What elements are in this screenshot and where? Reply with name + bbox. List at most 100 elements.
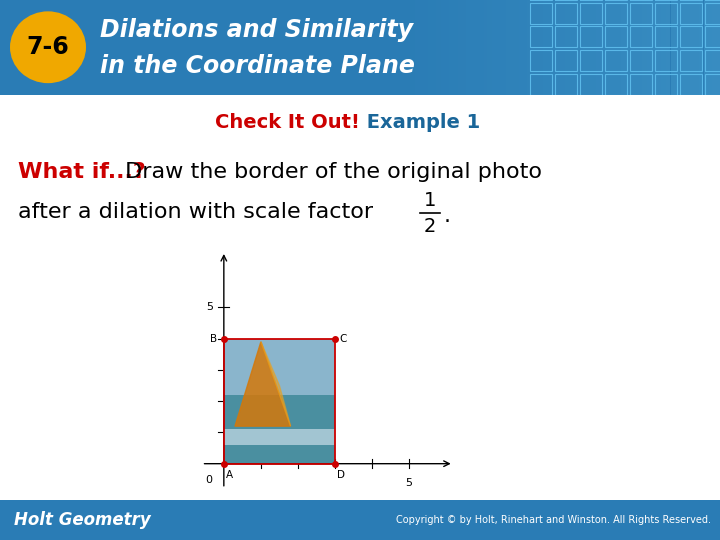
Bar bbox=[670, 0, 672, 94]
Bar bbox=[637, 0, 639, 94]
Bar bbox=[609, 0, 611, 94]
Bar bbox=[593, 0, 595, 94]
Bar bbox=[555, 50, 577, 71]
Bar bbox=[585, 0, 586, 94]
Bar bbox=[224, 395, 335, 464]
Bar bbox=[449, 0, 451, 94]
Bar bbox=[674, 0, 675, 94]
Bar bbox=[639, 0, 641, 94]
Bar bbox=[546, 0, 549, 94]
Text: What if...?: What if...? bbox=[18, 163, 145, 183]
Bar bbox=[530, 3, 552, 24]
Text: .: . bbox=[444, 206, 451, 226]
Bar bbox=[591, 0, 593, 94]
Bar bbox=[521, 0, 522, 94]
Bar bbox=[403, 0, 405, 94]
Bar bbox=[705, 73, 720, 94]
Bar bbox=[467, 0, 469, 94]
Bar bbox=[563, 0, 565, 94]
Bar bbox=[438, 0, 439, 94]
Bar bbox=[708, 0, 710, 94]
Bar bbox=[702, 0, 703, 94]
Bar bbox=[577, 0, 578, 94]
Bar bbox=[476, 0, 477, 94]
Bar bbox=[463, 0, 464, 94]
Bar bbox=[657, 0, 659, 94]
Bar bbox=[464, 0, 466, 94]
Bar bbox=[642, 0, 644, 94]
Bar bbox=[530, 73, 552, 94]
Bar bbox=[555, 26, 577, 47]
Bar bbox=[573, 0, 575, 94]
Bar bbox=[646, 0, 647, 94]
Bar bbox=[572, 0, 573, 94]
Bar bbox=[426, 0, 428, 94]
Bar bbox=[703, 0, 705, 94]
Bar bbox=[456, 0, 458, 94]
Bar bbox=[688, 0, 690, 94]
Bar bbox=[680, 0, 682, 94]
Bar bbox=[687, 0, 688, 94]
Bar bbox=[557, 0, 558, 94]
Bar bbox=[714, 0, 715, 94]
Bar bbox=[484, 0, 486, 94]
Bar bbox=[719, 0, 720, 94]
Bar bbox=[541, 0, 544, 94]
Text: 0: 0 bbox=[206, 475, 212, 484]
Bar bbox=[623, 0, 624, 94]
Bar bbox=[530, 0, 532, 94]
Bar bbox=[453, 0, 454, 94]
Bar bbox=[605, 0, 606, 94]
Bar bbox=[516, 0, 517, 94]
Bar bbox=[586, 0, 588, 94]
Bar bbox=[418, 0, 420, 94]
Bar bbox=[631, 0, 633, 94]
Bar bbox=[601, 0, 603, 94]
Bar bbox=[578, 0, 580, 94]
Polygon shape bbox=[235, 342, 291, 426]
Bar bbox=[680, 73, 702, 94]
Bar bbox=[224, 429, 335, 445]
Bar bbox=[619, 0, 621, 94]
Bar bbox=[552, 0, 554, 94]
Bar bbox=[425, 0, 426, 94]
Bar bbox=[605, 50, 627, 71]
Bar bbox=[656, 0, 657, 94]
Bar bbox=[583, 0, 585, 94]
Bar bbox=[505, 0, 507, 94]
Bar bbox=[680, 50, 702, 71]
Bar bbox=[715, 0, 716, 94]
Bar bbox=[539, 0, 540, 94]
Text: A: A bbox=[226, 470, 233, 480]
Bar bbox=[628, 0, 629, 94]
Bar bbox=[606, 0, 608, 94]
Bar bbox=[705, 50, 720, 71]
Bar bbox=[712, 0, 714, 94]
Text: Draw the border of the original photo: Draw the border of the original photo bbox=[118, 163, 542, 183]
Bar bbox=[436, 0, 438, 94]
Bar bbox=[514, 0, 516, 94]
Bar bbox=[428, 0, 430, 94]
Bar bbox=[530, 26, 552, 47]
Bar bbox=[530, 50, 552, 71]
Bar bbox=[527, 0, 528, 94]
Bar bbox=[613, 0, 614, 94]
Bar bbox=[590, 0, 591, 94]
Bar bbox=[481, 0, 482, 94]
Bar bbox=[580, 50, 602, 71]
Bar bbox=[411, 0, 413, 94]
Text: 1: 1 bbox=[424, 191, 436, 210]
Text: Copyright © by Holt, Rinehart and Winston. All Rights Reserved.: Copyright © by Holt, Rinehart and Winsto… bbox=[396, 515, 711, 525]
Bar bbox=[474, 0, 476, 94]
Bar bbox=[624, 0, 626, 94]
Bar bbox=[655, 26, 677, 47]
Bar bbox=[430, 0, 431, 94]
Bar bbox=[567, 0, 568, 94]
Bar bbox=[507, 0, 509, 94]
Bar bbox=[630, 3, 652, 24]
Bar bbox=[588, 0, 590, 94]
Bar bbox=[705, 3, 720, 24]
Bar bbox=[618, 0, 619, 94]
Bar bbox=[446, 0, 448, 94]
Text: B: B bbox=[210, 334, 217, 343]
